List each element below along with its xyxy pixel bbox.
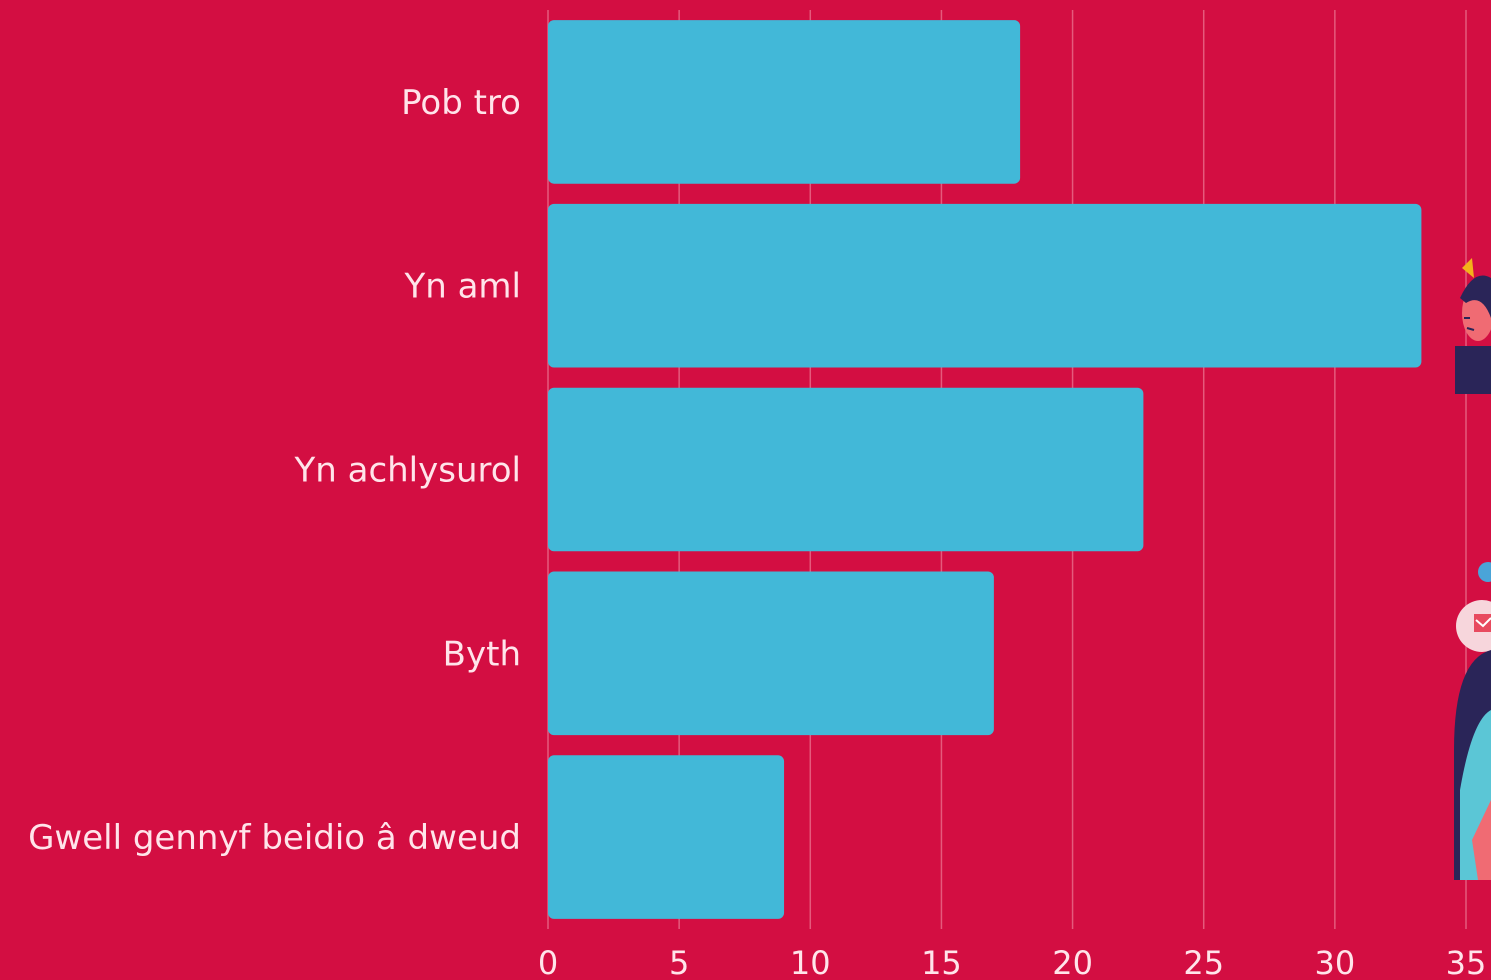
category-labels: Pob tro Yn aml Yn achlysurol Byth Gwell genn…	[28, 83, 521, 858]
x-tick-label: 30	[1314, 944, 1355, 980]
person-illustration-bottom	[1452, 550, 1491, 880]
x-tick-label: 15	[921, 944, 962, 980]
bar-3	[548, 571, 994, 736]
bar-2	[548, 387, 1144, 552]
person-illustration-top	[1452, 258, 1491, 394]
category-label: Byth	[443, 634, 521, 674]
x-tick-label: 0	[538, 944, 558, 980]
x-tick-label: 5	[669, 944, 689, 980]
x-tick-label: 20	[1052, 944, 1093, 980]
bars	[548, 20, 1422, 919]
x-tick-label: 10	[790, 944, 831, 980]
x-tick-label: 25	[1183, 944, 1224, 980]
bar-0	[548, 20, 1021, 184]
x-axis-tick-labels: 0 5 10 15 20 25 30 35	[538, 944, 1487, 980]
category-label: Yn aml	[403, 267, 521, 307]
category-label: Yn achlysurol	[293, 451, 521, 491]
bar-4	[548, 755, 785, 919]
bar-1	[548, 203, 1422, 368]
x-tick-label: 35	[1446, 944, 1487, 980]
category-label: Gwell gennyf beidio â dweud	[28, 818, 521, 858]
category-label: Pob tro	[401, 83, 521, 123]
